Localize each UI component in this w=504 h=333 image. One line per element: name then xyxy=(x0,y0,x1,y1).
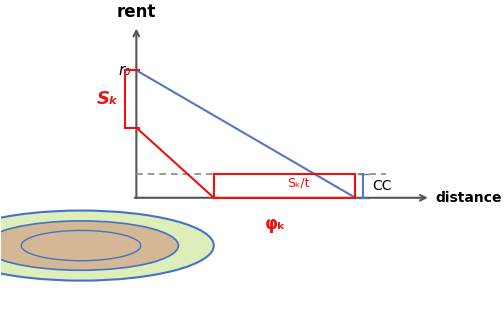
Text: CC: CC xyxy=(372,179,392,193)
Ellipse shape xyxy=(0,221,178,270)
Ellipse shape xyxy=(0,210,214,281)
Ellipse shape xyxy=(21,230,141,261)
Text: φₖ: φₖ xyxy=(265,215,286,233)
Text: Sₖ: Sₖ xyxy=(97,90,118,108)
Text: Sₖ/t: Sₖ/t xyxy=(287,176,309,189)
Bar xyxy=(214,174,355,198)
Text: r₀: r₀ xyxy=(118,63,131,78)
Text: distance: distance xyxy=(435,191,501,205)
Text: rent: rent xyxy=(116,3,156,21)
